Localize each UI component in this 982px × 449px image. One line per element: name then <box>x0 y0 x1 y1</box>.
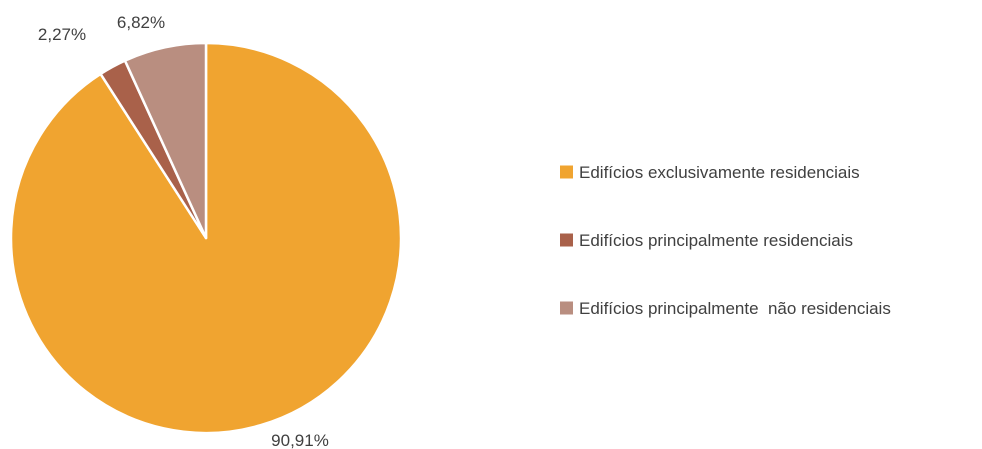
legend-label-1: Edifícios exclusivamente residenciais <box>579 163 860 182</box>
data-label-2: 2,27% <box>38 25 86 44</box>
chart-legend: Edifícios exclusivamente residenciais Edi… <box>560 163 891 318</box>
pie-data-labels: 90,91% 2,27% 6,82% <box>38 13 329 449</box>
legend-swatch-3 <box>560 301 573 315</box>
legend-label-2: Edifícios principalmente residenciais <box>579 231 853 250</box>
legend-swatch-1 <box>560 165 573 179</box>
data-label-3: 6,82% <box>117 13 165 32</box>
data-label-1: 90,91% <box>271 431 329 449</box>
legend-swatch-2 <box>560 233 573 247</box>
pie-slices <box>9 41 403 435</box>
pie-slice-3 <box>123 41 208 240</box>
legend-label-3: Edifícios principalmente não residenciai… <box>579 299 891 318</box>
